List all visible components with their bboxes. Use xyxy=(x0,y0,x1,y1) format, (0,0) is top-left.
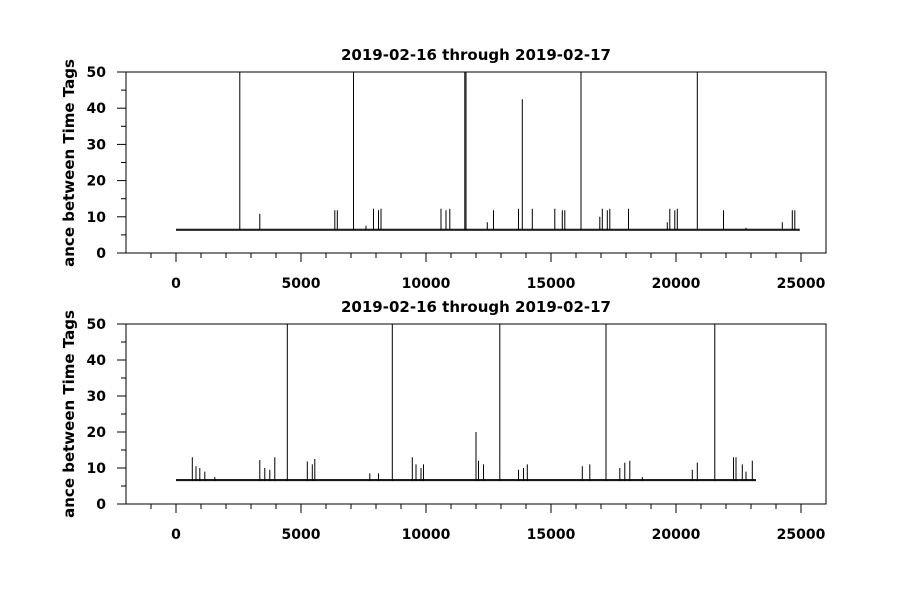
axis-ticks xyxy=(117,323,802,513)
y-tick-label: 50 xyxy=(87,317,107,333)
x-tick-label: 0 xyxy=(171,527,181,543)
x-tick-label: 5000 xyxy=(282,276,321,292)
chart-top: 2019-02-16 through 2019-02-17 ance betwe… xyxy=(60,46,827,292)
y-tick-label: 30 xyxy=(87,389,107,405)
x-tick-label: 25000 xyxy=(777,527,826,543)
y-axis-label: ance between Time Tags xyxy=(60,59,78,267)
y-tick-label: 30 xyxy=(87,137,107,153)
y-tick-label: 10 xyxy=(87,210,107,226)
y-tick-label: 50 xyxy=(87,65,107,81)
tick-labels: 0 5000 10000 15000 20000 25000 0 10 20 30 40 50 xyxy=(87,317,826,543)
x-tick-label: 0 xyxy=(171,276,181,292)
x-tick-label: 15000 xyxy=(527,527,576,543)
axis-ticks xyxy=(117,71,802,262)
y-tick-label: 20 xyxy=(87,425,107,441)
chart-title: 2019-02-16 through 2019-02-17 xyxy=(341,298,611,316)
y-axis-label: ance between Time Tags xyxy=(60,310,78,518)
y-tick-label: 40 xyxy=(87,353,107,369)
y-tick-label: 40 xyxy=(87,101,107,117)
x-tick-label: 25000 xyxy=(777,276,826,292)
plot-frame xyxy=(125,71,827,254)
y-tick-label: 0 xyxy=(96,246,106,262)
x-tick-label: 20000 xyxy=(652,276,701,292)
x-tick-label: 10000 xyxy=(402,276,451,292)
x-tick-label: 15000 xyxy=(527,276,576,292)
y-tick-label: 10 xyxy=(87,461,107,477)
series-line xyxy=(176,324,756,482)
chart-bottom: 2019-02-16 through 2019-02-17 ance betwe… xyxy=(60,298,827,543)
chart-title: 2019-02-16 through 2019-02-17 xyxy=(341,46,611,64)
series-line xyxy=(176,72,800,231)
tick-labels: 0 5000 10000 15000 20000 25000 0 10 20 30 40 50 xyxy=(87,65,826,292)
x-tick-label: 5000 xyxy=(282,527,321,543)
x-tick-label: 20000 xyxy=(652,527,701,543)
y-tick-label: 0 xyxy=(96,497,106,513)
x-tick-label: 10000 xyxy=(402,527,451,543)
y-tick-label: 20 xyxy=(87,174,107,190)
